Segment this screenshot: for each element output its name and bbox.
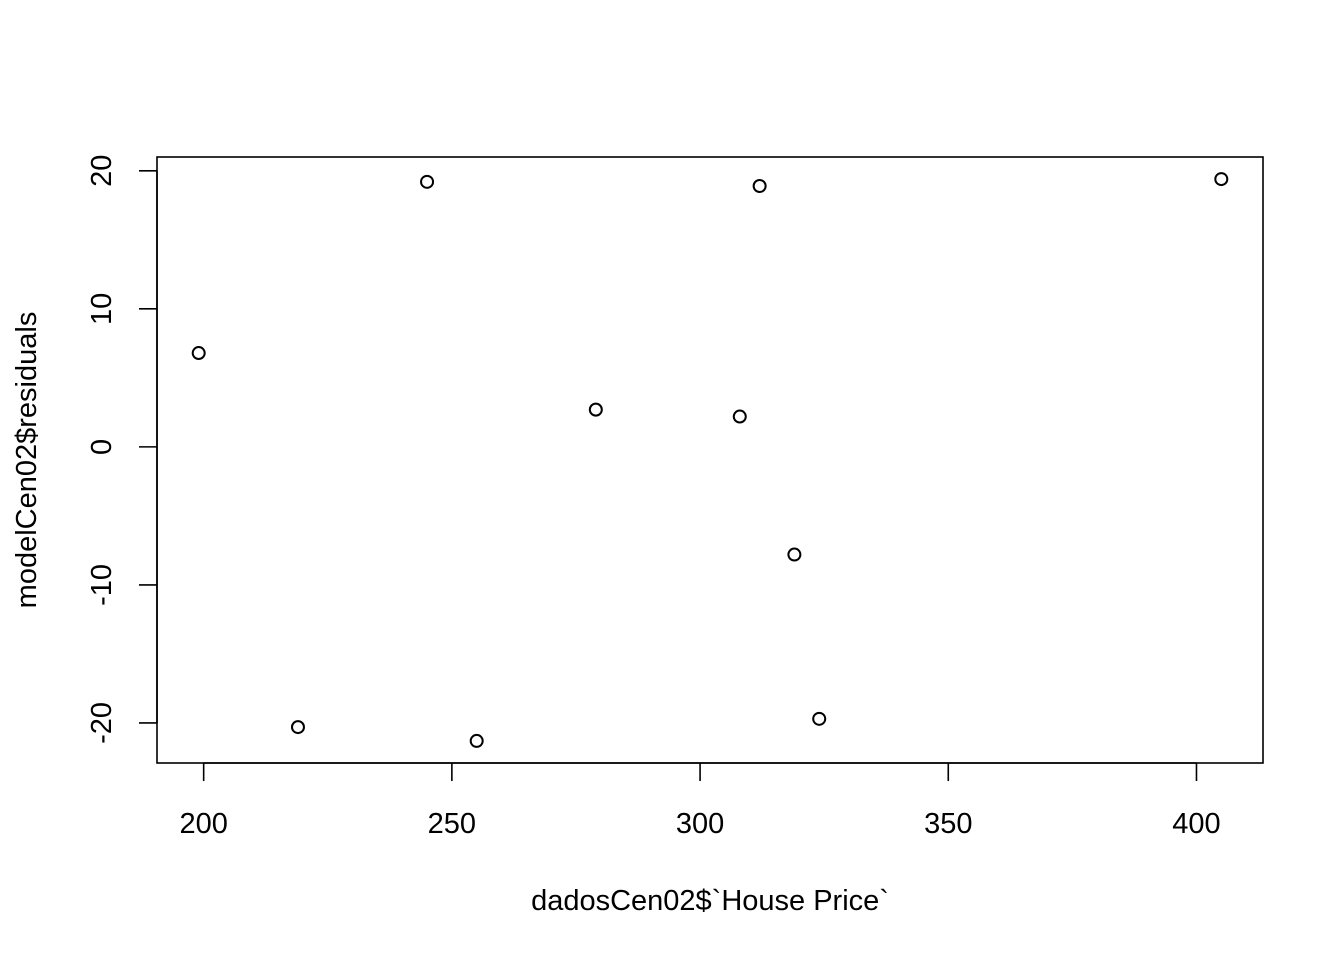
x-tick-label: 300 bbox=[676, 808, 724, 840]
y-tick-label: 20 bbox=[86, 155, 118, 187]
y-axis: -20 -10 0 10 20 bbox=[86, 155, 158, 744]
data-point bbox=[290, 720, 305, 735]
data-point bbox=[420, 174, 435, 189]
data-point bbox=[469, 733, 484, 748]
data-point bbox=[812, 711, 827, 726]
y-tick-label: 0 bbox=[86, 439, 118, 455]
x-axis-label: dadosCen02$`House Price` bbox=[531, 885, 889, 917]
data-point bbox=[191, 346, 206, 361]
plot-frame bbox=[156, 156, 1264, 764]
y-tick-label: -10 bbox=[86, 564, 118, 606]
x-axis: 200 250 300 350 400 bbox=[179, 762, 1221, 840]
x-tick-label: 350 bbox=[924, 808, 972, 840]
x-tick-label: 250 bbox=[428, 808, 476, 840]
data-point bbox=[787, 547, 802, 562]
x-tick-label: 400 bbox=[1172, 808, 1220, 840]
data-point bbox=[752, 178, 767, 193]
x-tick-label: 200 bbox=[179, 808, 227, 840]
data-point bbox=[588, 402, 603, 417]
data-point bbox=[1214, 172, 1229, 187]
y-tick-label: -20 bbox=[86, 702, 118, 744]
y-axis-label: modelCen02$residuals bbox=[11, 312, 43, 609]
y-tick-label: 10 bbox=[86, 293, 118, 325]
data-points bbox=[191, 172, 1229, 748]
data-point bbox=[732, 409, 747, 424]
